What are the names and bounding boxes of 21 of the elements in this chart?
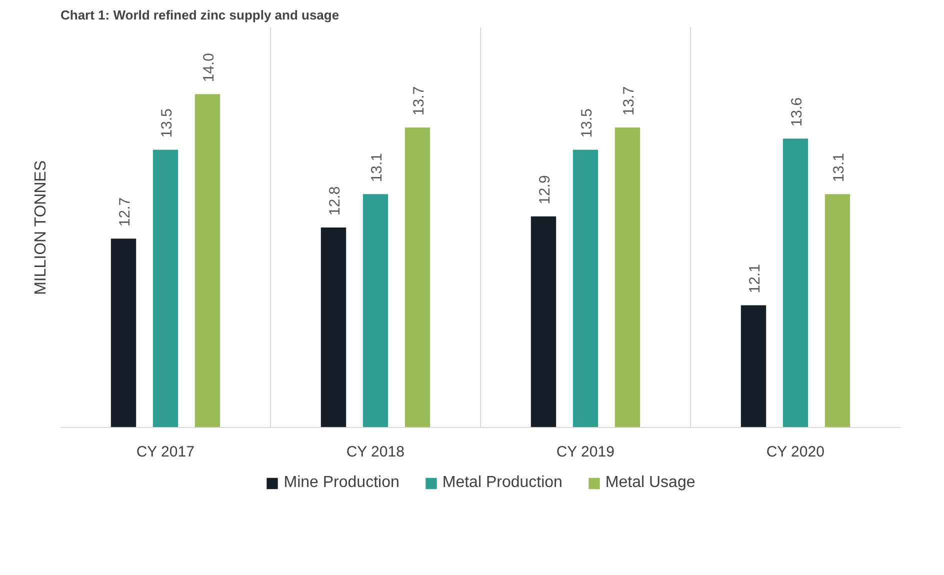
data-label: 12.9 [536, 175, 554, 204]
y-axis-title: MILLION TONNES [32, 160, 50, 295]
x-tick-label: CY 2018 [346, 444, 404, 460]
legend-label: Metal Usage [605, 474, 696, 492]
x-tick-label: CY 2019 [556, 444, 614, 460]
data-label: 12.8 [326, 186, 344, 216]
x-tick-label: CY 2020 [766, 444, 824, 460]
data-label: 12.1 [746, 264, 764, 294]
legend-label: Metal Production [442, 474, 562, 492]
data-label: 13.5 [578, 108, 596, 138]
legend-label: Mine Production [284, 474, 400, 492]
data-label: 13.7 [410, 86, 428, 116]
data-label: 13.7 [620, 86, 638, 116]
data-label: 12.7 [116, 197, 134, 227]
chart-title: Chart 1: World refined zinc supply and usage [60, 8, 340, 22]
data-label: 14.0 [200, 52, 218, 82]
data-label: 13.1 [368, 152, 386, 182]
data-label: 13.5 [158, 108, 176, 138]
data-label: 13.6 [788, 97, 806, 127]
data-label: 13.1 [830, 152, 848, 182]
x-tick-label: CY 2017 [136, 444, 194, 460]
